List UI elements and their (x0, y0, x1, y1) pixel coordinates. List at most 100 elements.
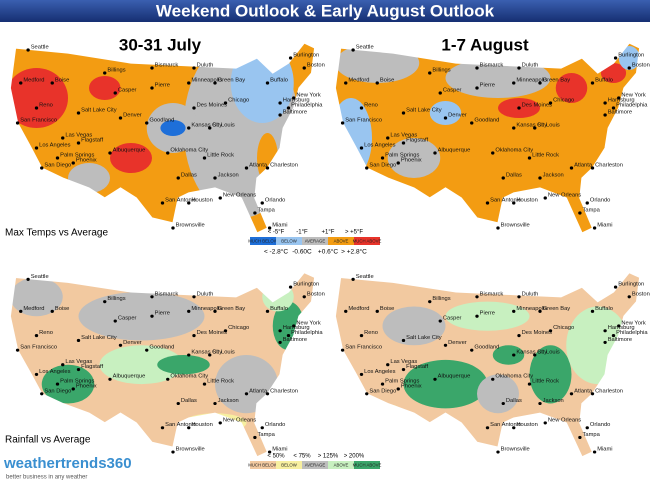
city-dot (223, 329, 228, 333)
map-region (387, 138, 441, 178)
city-label: Flagstaff (406, 138, 428, 144)
map-title: 1-7 August (441, 35, 529, 54)
city-dot (517, 334, 521, 338)
city-label: St. Louis (537, 350, 560, 356)
city-dot (278, 113, 282, 117)
city-dot (150, 295, 154, 299)
city-dot (533, 353, 537, 357)
city-dot (19, 309, 23, 313)
city-dot (543, 196, 547, 200)
legend-swatch (328, 237, 354, 245)
city-dot (76, 338, 81, 343)
city-dot (501, 176, 505, 180)
city-label: Denver (448, 340, 467, 346)
city-dot (485, 426, 490, 430)
city-label: Des Moines (522, 103, 553, 109)
legend-category: ABOVE (334, 239, 349, 244)
city-label: Tampa (583, 432, 601, 438)
city-label: Goodland (474, 118, 499, 124)
city-dot (543, 421, 547, 425)
city-dot (365, 166, 369, 170)
map-region (382, 306, 446, 346)
city-dot (103, 300, 107, 304)
city-label: Phoenix (76, 384, 97, 390)
legend-top-label: > 125% (318, 454, 339, 460)
city-label: Boise (55, 306, 69, 312)
city-dot (433, 151, 437, 155)
city-label: Jackson (218, 173, 239, 179)
city-label: Minneapolis (191, 78, 222, 84)
city-dot (585, 426, 589, 430)
city-label: Flagstaff (406, 364, 428, 370)
city-dot (569, 392, 574, 396)
city-dot (50, 309, 54, 313)
city-label: Atlanta (249, 388, 268, 394)
city-dot (118, 343, 123, 347)
city-label: Boston (632, 291, 650, 297)
legend-category: AVERAGE (305, 463, 326, 468)
city-dot (501, 401, 505, 406)
city-dot (401, 111, 406, 115)
city-label: Little Rock (532, 153, 559, 159)
map-region (477, 374, 519, 414)
city-dot (34, 334, 39, 338)
city-label: Reno (39, 330, 53, 336)
city-dot (512, 201, 516, 205)
legend-bottom-label: > +2.8°C (341, 248, 367, 256)
city-label: Miami (597, 447, 612, 453)
city-dot (265, 309, 270, 313)
city-dot (611, 334, 616, 338)
city-dot (590, 166, 595, 170)
city-dot (438, 91, 442, 95)
city-dot (50, 81, 54, 85)
logo-tagline: better business in any weather (6, 475, 87, 481)
legend-swatch (302, 237, 328, 245)
city-dot (517, 295, 521, 299)
legend-category: MUCH ABOVE (353, 239, 382, 244)
city-label: Medford (23, 306, 44, 312)
city-dot (585, 201, 589, 205)
city-label: Houston (191, 198, 212, 204)
city-label: Pierre (480, 311, 495, 317)
city-dot (443, 343, 448, 347)
city-label: Burlington (293, 282, 319, 288)
city-label: Duluth (197, 291, 214, 297)
city-label: Casper (118, 88, 137, 94)
city-label: Green Bay (218, 306, 246, 312)
city-label: Goodland (474, 345, 499, 351)
city-dot (76, 141, 81, 145)
city-dot (150, 66, 154, 70)
city-dot (187, 201, 191, 205)
legend-bottom-label: < -2.8°C (264, 248, 288, 256)
city-dot (171, 226, 175, 230)
map-region (618, 46, 640, 70)
city-dot (267, 226, 272, 230)
legend-swatch (328, 461, 354, 469)
city-dot (344, 81, 348, 85)
city-dot (192, 334, 196, 338)
city-dot (244, 166, 249, 170)
city-dot (433, 377, 437, 381)
city-label: Minneapolis (191, 306, 222, 312)
city-label: Harrisburg (283, 98, 310, 104)
map-outline (334, 42, 641, 234)
city-dot (34, 106, 39, 110)
city-dot (55, 156, 60, 160)
city-label: Baltimore (608, 337, 632, 343)
city-dot (192, 295, 196, 299)
city-label: Duluth (522, 63, 539, 69)
city-dot (428, 71, 432, 75)
city-dot (396, 387, 400, 391)
city-dot (103, 71, 107, 75)
city-label: Buffalo (595, 306, 613, 312)
page-title: Weekend Outlook & Early August Outlook (156, 1, 495, 20)
city-dot (627, 295, 631, 299)
city-dot (475, 314, 479, 318)
city-dot (590, 392, 595, 396)
legend-swatch (276, 461, 302, 469)
city-dot (223, 101, 228, 105)
map-region (600, 63, 627, 83)
city-dot (187, 81, 191, 85)
city-dot (202, 382, 207, 386)
city-dot (512, 426, 516, 430)
